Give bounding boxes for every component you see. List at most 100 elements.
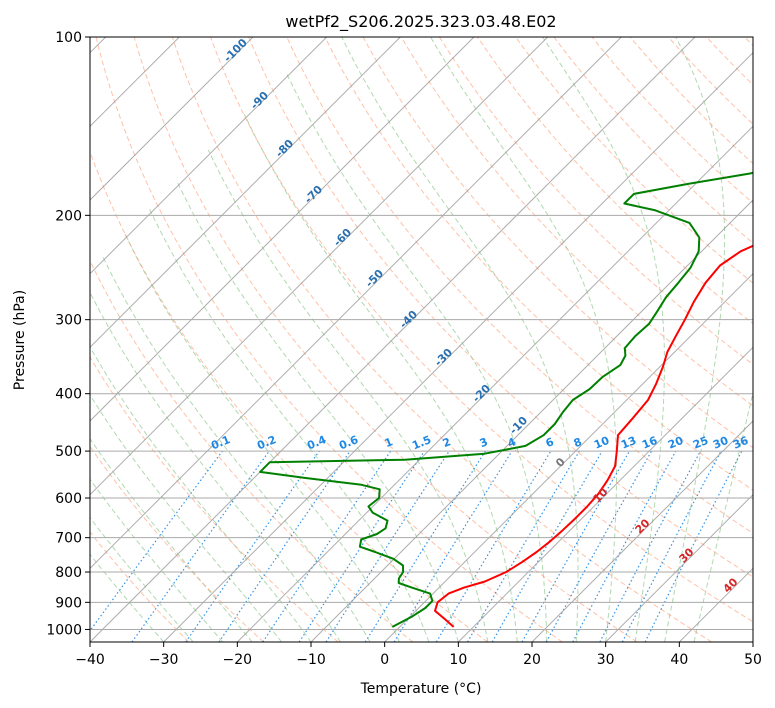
isotherm-line — [605, 493, 753, 642]
dry-adiabat-line — [400, 37, 753, 407]
moist-adiabat-line — [542, 37, 665, 642]
dry-adiabat-line — [95, 37, 563, 642]
y-tick-label: 1000 — [46, 622, 82, 638]
y-axis-ticks: 100 200 300 400 500 600 700 800 900 1000 — [46, 30, 90, 638]
mixing-ratio-line — [393, 450, 513, 642]
x-tick-label: 30 — [597, 652, 615, 668]
mixing-ratio-label: 3 — [478, 435, 490, 450]
mixing-ratio-label: 13 — [619, 434, 638, 452]
dry-adiabat-line — [438, 37, 753, 365]
y-tick-label: 400 — [55, 387, 82, 403]
isotherm-line — [310, 199, 753, 642]
y-tick-label: 600 — [55, 491, 82, 507]
moist-adiabat-line — [243, 113, 518, 642]
mixing-ratio-label: 36 — [731, 434, 750, 452]
x-tick-label: 20 — [523, 652, 541, 668]
mixing-ratio-line — [466, 450, 580, 642]
isotherm-line — [90, 37, 622, 570]
dewpoint-profile-line — [259, 171, 753, 628]
y-tick-label: 200 — [55, 208, 82, 224]
x-tick-label: 50 — [744, 652, 762, 668]
mixing-ratio-label: 20 — [666, 434, 685, 452]
y-tick-label: 900 — [55, 595, 82, 611]
mixing-ratio-label: 25 — [691, 434, 710, 452]
dry-adiabat-line — [133, 37, 638, 642]
x-tick-label: 0 — [380, 652, 389, 668]
profile-series — [259, 171, 753, 628]
mixing-ratio-line — [364, 450, 486, 642]
chart-title: wetPf2_S206.2025.323.03.48.E02 — [285, 12, 556, 32]
isotherm-line — [163, 51, 753, 642]
isotherm-line — [90, 37, 475, 422]
isotherm-line — [90, 37, 549, 496]
dry-adiabat-line — [324, 37, 753, 491]
dry-adiabat-line — [591, 37, 753, 204]
y-tick-label: 700 — [55, 531, 82, 547]
isobars — [90, 37, 753, 630]
mixing-ratio-label: 8 — [572, 435, 584, 450]
dry-adiabat-line — [90, 531, 190, 642]
mixing-ratio-line — [521, 450, 631, 642]
dry-adiabat-line — [90, 356, 339, 642]
mixing-ratio-line — [325, 450, 450, 642]
x-tick-label: −40 — [75, 652, 105, 668]
moist-adiabat-line — [285, 72, 548, 642]
moist-adiabat-line — [148, 208, 430, 642]
mixing-ratio-line — [572, 450, 677, 642]
mixing-ratio-lines — [90, 450, 743, 642]
mixing-ratio-line — [491, 450, 603, 642]
moist-adiabat-line — [341, 37, 579, 642]
dry-adiabat-line — [171, 37, 712, 642]
moist-adiabat-line — [124, 233, 400, 642]
plot-frame — [89, 36, 754, 643]
x-tick-label: −20 — [223, 652, 253, 668]
isotherm-line — [384, 272, 753, 642]
mixing-ratio-label: 1 — [383, 435, 395, 450]
moist-adiabat-line — [430, 37, 617, 642]
isotherm-line — [90, 37, 254, 201]
moist-adiabat-line — [176, 180, 459, 642]
moist-adiabat-line — [90, 291, 341, 642]
y-tick-label: 800 — [55, 565, 82, 581]
moist-adiabats — [90, 37, 753, 642]
x-tick-label: 10 — [449, 652, 467, 668]
mixing-ratio-label: 10 — [592, 434, 611, 452]
dry-adiabat-line — [248, 37, 753, 578]
moist-adiabat-line — [90, 478, 223, 642]
dry-adiabat-line — [90, 259, 414, 642]
isotherms — [90, 37, 753, 642]
x-axis-ticks: −40 −30 −20 −10 0 10 20 30 40 50 — [75, 642, 762, 668]
mixing-ratio-line — [435, 450, 552, 642]
x-tick-label: −30 — [149, 652, 179, 668]
y-axis-label: Pressure (hPa) — [12, 290, 28, 390]
dry-adiabat-line — [477, 37, 753, 325]
moist-adiabat-line — [90, 394, 282, 642]
mixing-ratio-label: 16 — [640, 434, 659, 452]
moist-adiabat-line — [664, 37, 726, 642]
isotherm-line — [90, 37, 401, 349]
isotherm-line — [90, 37, 696, 642]
x-axis-label: Temperature (°C) — [360, 681, 482, 697]
dry-adiabat-line — [553, 37, 753, 244]
mixing-ratio-label: 30 — [711, 434, 730, 452]
moist-adiabat-line — [693, 390, 753, 642]
x-tick-label: 40 — [670, 652, 688, 668]
isotherm-line — [531, 420, 753, 642]
y-tick-label: 300 — [55, 313, 82, 329]
mixing-ratio-line — [185, 450, 320, 642]
mixing-ratio-label: 2 — [441, 435, 453, 450]
y-tick-label: 100 — [55, 30, 82, 46]
mixing-ratio-line — [131, 450, 270, 642]
moist-adiabat-line — [102, 256, 371, 642]
x-tick-label: −10 — [296, 652, 326, 668]
temperature-profile-line — [434, 244, 753, 628]
dry-adiabat-line — [286, 37, 753, 534]
isotherm-line — [90, 37, 328, 275]
mixing-ratio-line — [90, 450, 223, 632]
dry-adiabat-line — [90, 150, 488, 642]
isotherm-line — [457, 346, 753, 642]
moist-adiabat-line — [90, 345, 312, 642]
plot-area: -100-90-80-70-60-50-40-30-20-10010203040… — [90, 37, 753, 642]
